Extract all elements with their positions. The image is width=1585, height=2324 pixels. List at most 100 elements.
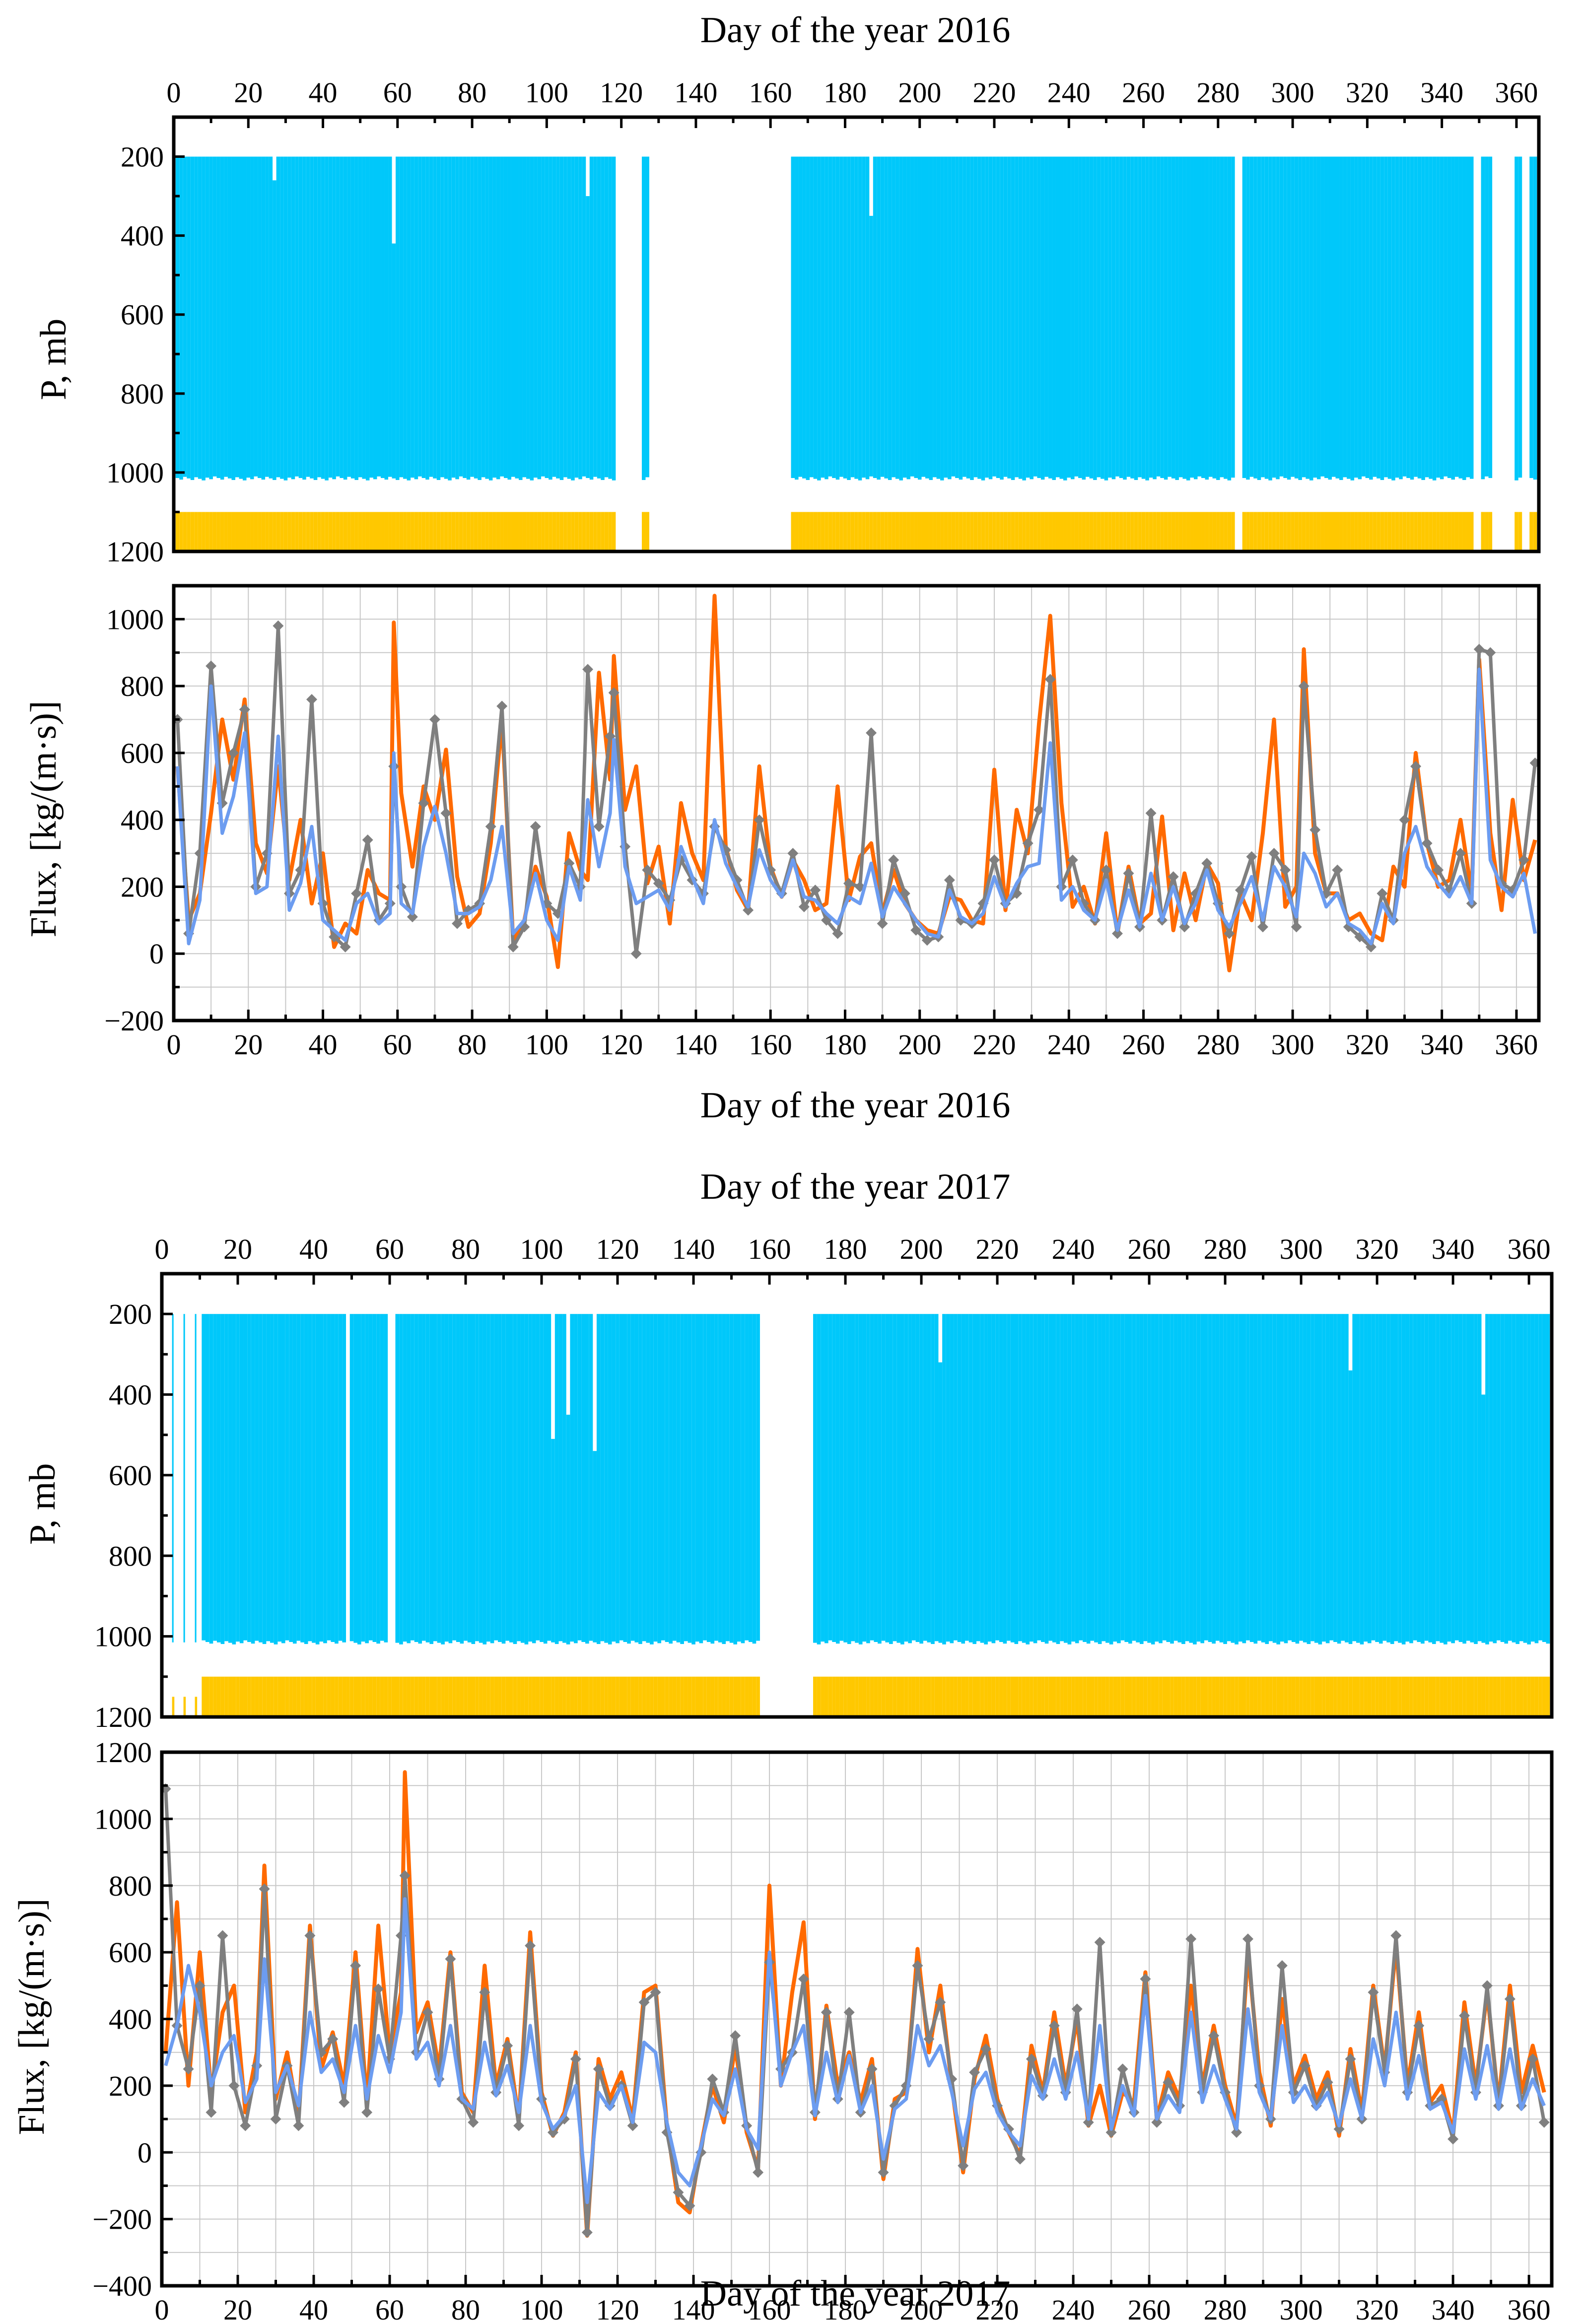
surface-bar [1186,512,1190,551]
profile-bar [195,1314,197,1642]
profile-bar [1063,1314,1068,1643]
surface-bar [1337,1676,1341,1717]
profile-bar [482,1314,487,1644]
profile-bar [1432,1314,1436,1644]
surface-bar [362,512,366,551]
gray-marker [228,747,239,758]
profile-bar [1335,156,1340,478]
profile-bar [274,1314,278,1644]
surface-bar [395,1676,400,1717]
profile-bar [429,156,433,477]
profile-bar [1466,1314,1470,1641]
profile-bar [585,1314,589,1644]
x-tick-label: 80 [451,1233,480,1265]
profile-bar [828,156,832,477]
profile-bar [354,156,358,480]
gray-marker [452,918,463,929]
surface-bar [1341,1676,1345,1717]
profile-bar [388,156,392,477]
surface-bar [985,512,989,551]
surface-bar [365,512,370,551]
x-tick-label: 280 [1196,1028,1240,1061]
surface-bar [847,1676,851,1717]
gray-marker [650,1986,661,1998]
profile-bar [1037,1314,1041,1640]
y-tick-label: −400 [92,2270,152,2302]
profile-bar [1462,156,1466,480]
profile-bar [1365,156,1370,478]
profile-bar [900,1314,904,1644]
profile-bar [999,1314,1003,1642]
surface-bar [1365,512,1370,551]
gray-marker [547,2126,558,2138]
gray-marker [1185,1933,1197,1945]
surface-bar [570,1676,574,1717]
surface-bar [373,512,377,551]
profile-bar [904,1314,908,1642]
profile-bar [488,156,493,480]
gray-marker [1276,1960,1288,1971]
surface-bar [1078,512,1082,551]
profile-bar [1120,1314,1125,1640]
profile-bar [1428,1314,1433,1642]
surface-bar [586,512,590,551]
surface-bar [1181,1676,1185,1717]
profile-bar [551,1438,555,1642]
surface-bar [1458,1676,1463,1717]
surface-bar [474,512,478,551]
profile-bar [490,1314,494,1643]
profile-bar [1212,1314,1216,1644]
surface-bar [1235,1676,1239,1717]
x-tick-label: 340 [1420,76,1463,109]
surface-bar [1134,512,1138,551]
surface-bar [1429,512,1433,551]
surface-bar [1224,512,1228,551]
surface-bar [1257,512,1261,551]
surface-bar [650,1676,654,1717]
y-tick-label: 600 [121,737,164,769]
profile-bar [494,1314,498,1640]
profile-bar [552,156,556,477]
surface-bar [828,1676,832,1717]
profile-bar [335,1314,339,1644]
profile-bar [1386,1314,1390,1642]
profile-bar [312,1314,316,1643]
gray-marker [1485,647,1496,658]
surface-bar [437,1676,441,1717]
surface-bar [866,1676,870,1717]
surface-bar [1071,512,1075,551]
profile-bar [1094,1314,1098,1642]
profile-bar [1447,156,1451,478]
gray-marker [1094,1936,1105,1948]
surface-bar [933,512,937,551]
x-tick-label: 240 [1052,1233,1095,1265]
profile-bar [1331,156,1336,477]
surface-bar [1022,1676,1026,1717]
profile-bar [343,156,347,480]
surface-bar [1209,512,1213,551]
surface-bar [1109,1676,1113,1717]
surface-bar [589,1676,593,1717]
profile-bar [741,1314,745,1643]
surface-bar [1320,512,1324,551]
surface-bar [589,512,594,551]
profile-bar [574,1314,578,1643]
surface-bar [566,1676,570,1717]
profile-bar [570,1314,574,1642]
profile-bar [970,156,974,480]
profile-bar [756,1314,760,1641]
surface-bar [198,512,202,551]
surface-bar [1382,1676,1387,1717]
surface-bar [220,512,224,551]
gray-marker [273,620,284,631]
surface-bar [357,1676,361,1717]
profile-bar [459,156,463,477]
profile-bar [381,156,385,478]
profile-bar [582,156,586,477]
surface-bar [1447,1676,1451,1717]
profile-bar [1534,1314,1539,1643]
profile-bar [854,156,858,479]
surface-bar [407,512,411,551]
surface-bar [209,1676,213,1717]
top-axis-title-2016: Day of the year 2016 [700,10,1011,51]
